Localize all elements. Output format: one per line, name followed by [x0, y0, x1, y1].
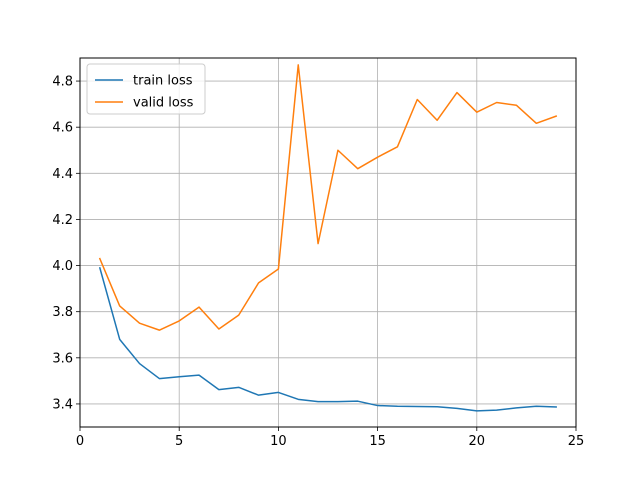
y-tick-label: 3.6 [52, 351, 73, 366]
y-tick-label: 4.6 [52, 121, 73, 136]
grid-layer [79, 58, 577, 427]
y-tick-label: 4.2 [52, 213, 73, 228]
x-tick-label: 25 [568, 434, 585, 449]
y-tick-label: 4.0 [52, 259, 73, 274]
tick-layer: 0 5 10 15 20 25 3.4 3.6 3.8 4.0 4.2 4.4 4.6 4.8 [52, 75, 584, 449]
series-line-valid-loss [98, 64, 558, 331]
y-tick-label: 4.4 [52, 167, 73, 182]
legend-label-train-loss: train loss [133, 74, 193, 89]
plot-frame [79, 57, 577, 428]
series-line-train-loss [98, 266, 557, 412]
series-layer [98, 64, 558, 412]
legend-label-valid-loss: valid loss [133, 96, 194, 111]
legend: train loss valid loss [86, 63, 206, 115]
x-tick-label: 0 [76, 434, 84, 449]
x-tick-label: 10 [270, 434, 287, 449]
y-tick-label: 3.4 [52, 397, 73, 412]
y-tick-label: 4.8 [52, 75, 73, 90]
x-tick-label: 15 [369, 434, 386, 449]
x-tick-label: 5 [175, 434, 183, 449]
y-tick-label: 3.8 [52, 305, 73, 320]
x-tick-label: 20 [469, 434, 486, 449]
